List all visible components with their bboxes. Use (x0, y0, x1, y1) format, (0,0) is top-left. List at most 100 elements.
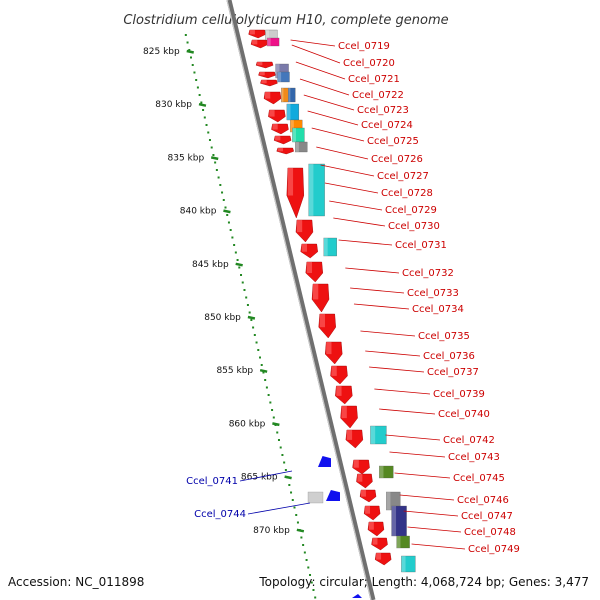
ruler-dot (227, 221, 230, 224)
ruler-dot (293, 506, 296, 509)
gene-label-forward[interactable]: Ccel_0723 (357, 105, 409, 116)
ruler-dot (269, 401, 272, 404)
gene-box[interactable] (401, 555, 416, 573)
gene-label-forward[interactable]: Ccel_0739 (433, 389, 485, 400)
gene-label-forward[interactable]: Ccel_0743 (448, 452, 500, 463)
gene-box[interactable] (379, 465, 394, 479)
gene-label-forward[interactable]: Ccel_0721 (348, 74, 400, 85)
gene-shade (257, 62, 263, 66)
gene-label-reverse[interactable]: Ccel_0744 (194, 509, 246, 520)
gene-label-forward[interactable]: Ccel_0724 (361, 120, 413, 131)
kbp-tick-label: 845 kbp (192, 260, 229, 270)
gene-label-forward[interactable]: Ccel_0747 (461, 511, 513, 522)
ruler-dot (253, 334, 256, 336)
kbp-tick-label: 860 kbp (229, 419, 266, 429)
gene-label-forward[interactable]: Ccel_0735 (418, 331, 470, 342)
gene-shade (296, 220, 303, 233)
gene-label-forward[interactable]: Ccel_0748 (464, 527, 516, 538)
ruler-dot (202, 109, 205, 111)
ruler-dot (246, 304, 249, 306)
gene-label-forward[interactable]: Ccel_0726 (371, 154, 423, 165)
gene-box[interactable] (308, 163, 325, 217)
gene-label-forward[interactable]: Ccel_0742 (443, 435, 495, 446)
gene-shade (357, 474, 363, 482)
gene-box[interactable] (288, 87, 296, 103)
gene-shade (269, 110, 275, 117)
label-connector (369, 366, 425, 373)
gene-label-forward[interactable]: Ccel_0740 (438, 409, 490, 420)
ruler-tick (235, 262, 243, 267)
gene-shade (286, 104, 291, 120)
ruler-dot (226, 214, 229, 216)
gene-label-forward[interactable]: Ccel_0728 (381, 188, 433, 199)
reverse-gene-arrow[interactable] (326, 490, 340, 501)
gene-shade (301, 244, 307, 252)
gene-label-forward[interactable]: Ccel_0749 (468, 544, 520, 555)
gene-box[interactable] (396, 535, 410, 549)
reverse-gene-box[interactable] (307, 491, 324, 504)
gene-label-forward[interactable]: Ccel_0730 (388, 221, 440, 232)
gene-label-forward[interactable]: Ccel_0733 (407, 288, 459, 299)
gene-box[interactable] (277, 71, 290, 83)
gene-shade (275, 136, 281, 141)
ruler-tick (186, 49, 194, 54)
gene-shade (259, 72, 265, 76)
gene-label-forward[interactable]: Ccel_0725 (367, 136, 419, 147)
kbp-tick-label: 855 kbp (216, 366, 253, 376)
label-connector (374, 388, 431, 395)
ruler-dot (224, 206, 227, 209)
ruler-dot (255, 341, 258, 344)
ruler-dot (189, 56, 192, 59)
gene-label-forward[interactable]: Ccel_0737 (427, 367, 479, 378)
ruler-dot (233, 244, 236, 246)
gene-label-forward[interactable]: Ccel_0719 (338, 41, 390, 52)
gene-shade (277, 148, 283, 152)
reverse-gene-arrow[interactable] (352, 594, 362, 598)
gene-shade (391, 506, 397, 536)
gene-box[interactable] (323, 237, 337, 257)
gene-label-forward[interactable]: Ccel_0729 (385, 205, 437, 216)
ruler-dot (283, 461, 286, 464)
ruler-dot (236, 259, 239, 261)
gene-label-forward[interactable]: Ccel_0734 (412, 304, 464, 315)
gene-label-forward[interactable]: Ccel_0745 (453, 473, 505, 484)
ruler-tick (259, 368, 268, 373)
gene-label-forward[interactable]: Ccel_0727 (377, 171, 429, 182)
ruler-dot (188, 49, 191, 51)
gene-label-forward[interactable]: Ccel_0722 (352, 90, 404, 101)
label-connector (379, 408, 436, 415)
ruler-dot (221, 191, 224, 194)
ruler-dot (305, 559, 308, 561)
gene-label-forward[interactable]: Ccel_0732 (402, 268, 454, 279)
ruler-dot (248, 311, 251, 314)
gene-label-forward[interactable]: Ccel_0720 (343, 58, 395, 69)
gene-label-forward[interactable]: Ccel_0746 (457, 495, 509, 506)
gene-shade (386, 492, 391, 510)
gene-shade (331, 366, 337, 376)
ruler-dot (314, 596, 317, 599)
ruler-dot (196, 86, 199, 89)
gene-shade (277, 72, 282, 82)
gene-shade (396, 536, 401, 548)
label-connector (311, 127, 365, 142)
gene-label-forward[interactable]: Ccel_0736 (423, 351, 475, 362)
label-connector (407, 526, 462, 533)
gene-shade (368, 522, 374, 530)
gene-box[interactable] (266, 37, 280, 47)
gene-shade (365, 506, 371, 514)
gene-shade (288, 88, 291, 102)
ruler-dot (222, 199, 225, 201)
gene-label-forward[interactable]: Ccel_0731 (395, 240, 447, 251)
ruler-dot (184, 34, 187, 36)
gene-shade (323, 238, 328, 256)
gene-shade (265, 30, 269, 40)
gene-shade (295, 142, 299, 152)
gene-shade (313, 284, 319, 300)
ruler-dot (303, 551, 306, 554)
label-connector (295, 61, 346, 80)
gene-box[interactable] (295, 141, 308, 153)
gene-shade (379, 466, 384, 478)
ruler-dot (229, 229, 232, 231)
gene-label-reverse[interactable]: Ccel_0741 (186, 476, 238, 487)
reverse-gene-arrow[interactable] (318, 456, 331, 467)
